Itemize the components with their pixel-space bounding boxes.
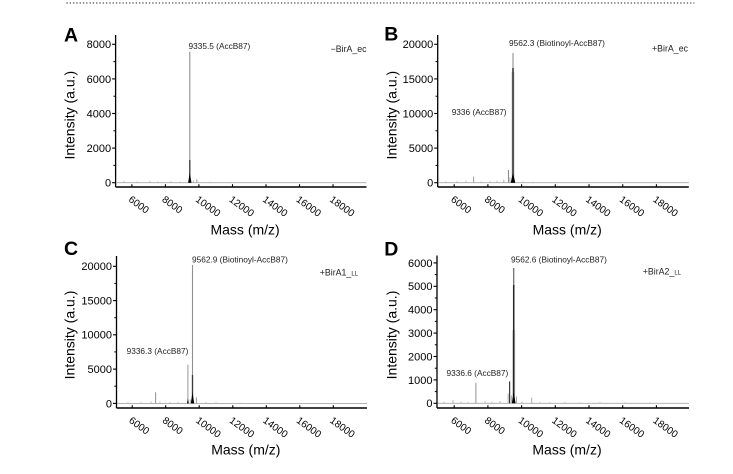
svg-text:−BirA_ec: −BirA_ec (331, 44, 368, 54)
svg-text:20000: 20000 (403, 39, 434, 51)
svg-text:18000: 18000 (327, 194, 356, 220)
svg-text:16000: 16000 (617, 194, 646, 220)
svg-text:6000: 6000 (448, 415, 473, 437)
svg-text:10000: 10000 (81, 330, 112, 342)
svg-text:10000: 10000 (403, 108, 434, 120)
svg-text:10000: 10000 (516, 194, 545, 220)
svg-text:8000: 8000 (482, 194, 507, 216)
svg-text:9335.5 (AccB87): 9335.5 (AccB87) (189, 41, 251, 51)
svg-text:14000: 14000 (583, 415, 612, 441)
svg-text:15000: 15000 (403, 74, 434, 86)
svg-text:Intensity (a.u.): Intensity (a.u.) (384, 71, 400, 160)
svg-text:2000: 2000 (408, 351, 432, 363)
svg-text:16000: 16000 (294, 194, 323, 220)
svg-text:B: B (384, 24, 398, 46)
svg-text:2000: 2000 (87, 143, 111, 155)
svg-text:5000: 5000 (88, 364, 112, 376)
svg-text:6000: 6000 (126, 194, 151, 216)
svg-text:Mass (m/z): Mass (m/z) (211, 442, 280, 458)
svg-text:4000: 4000 (87, 108, 111, 120)
svg-text:5000: 5000 (408, 281, 432, 293)
svg-text:14000: 14000 (261, 415, 290, 441)
svg-text:9336.3 (AccB87): 9336.3 (AccB87) (127, 346, 189, 356)
svg-text:5000: 5000 (409, 143, 433, 155)
svg-text:12000: 12000 (550, 194, 579, 220)
svg-text:C: C (64, 238, 78, 260)
svg-text:0: 0 (427, 178, 433, 190)
svg-text:10000: 10000 (193, 194, 222, 220)
svg-text:10000: 10000 (516, 415, 545, 441)
svg-text:20000: 20000 (81, 261, 112, 273)
svg-text:+BirA1_LL: +BirA1_LL (320, 268, 359, 278)
svg-text:Intensity (a.u.): Intensity (a.u.) (384, 291, 400, 380)
svg-text:6000: 6000 (87, 74, 111, 86)
svg-text:9336 (AccB87): 9336 (AccB87) (452, 107, 507, 117)
svg-text:0: 0 (105, 178, 111, 190)
svg-text:+BirA2_LL: +BirA2_LL (643, 267, 682, 277)
svg-text:4000: 4000 (408, 305, 432, 317)
svg-text:14000: 14000 (260, 194, 289, 220)
svg-text:6000: 6000 (448, 194, 473, 216)
svg-text:8000: 8000 (87, 39, 111, 51)
svg-text:12000: 12000 (550, 415, 579, 441)
svg-text:18000: 18000 (651, 415, 680, 441)
svg-text:3000: 3000 (408, 328, 432, 340)
svg-text:Mass (m/z): Mass (m/z) (532, 442, 601, 458)
svg-text:D: D (384, 239, 398, 261)
svg-text:9336.6 (AccB87): 9336.6 (AccB87) (447, 368, 509, 378)
svg-text:0: 0 (426, 398, 432, 410)
svg-text:16000: 16000 (617, 415, 646, 441)
svg-text:8000: 8000 (482, 415, 507, 437)
svg-text:8000: 8000 (160, 194, 185, 216)
svg-text:10000: 10000 (193, 415, 222, 441)
svg-text:15000: 15000 (81, 296, 112, 308)
svg-text:Intensity (a.u.): Intensity (a.u.) (62, 71, 78, 160)
svg-text:16000: 16000 (294, 415, 323, 441)
svg-text:9562.6 (Biotinoyl-AccB87): 9562.6 (Biotinoyl-AccB87) (511, 255, 607, 265)
svg-text:1000: 1000 (408, 375, 432, 387)
svg-text:6000: 6000 (408, 258, 432, 270)
svg-text:9562.9 (Biotinoyl-AccB87): 9562.9 (Biotinoyl-AccB87) (192, 255, 288, 265)
svg-text:12000: 12000 (227, 415, 256, 441)
svg-text:Intensity (a.u.): Intensity (a.u.) (62, 291, 78, 380)
svg-text:18000: 18000 (328, 415, 357, 441)
svg-text:6000: 6000 (126, 415, 151, 437)
svg-text:+BirA_ec: +BirA_ec (652, 44, 689, 54)
svg-text:8000: 8000 (160, 415, 185, 437)
svg-text:14000: 14000 (583, 194, 612, 220)
svg-text:18000: 18000 (651, 194, 680, 220)
svg-text:0: 0 (106, 398, 112, 410)
svg-text:9562.3 (Biotinoyl-AccB87): 9562.3 (Biotinoyl-AccB87) (509, 38, 605, 48)
svg-text:Mass (m/z): Mass (m/z) (210, 222, 279, 238)
svg-text:12000: 12000 (227, 194, 256, 220)
svg-text:Mass (m/z): Mass (m/z) (533, 222, 602, 238)
svg-text:A: A (64, 25, 78, 47)
